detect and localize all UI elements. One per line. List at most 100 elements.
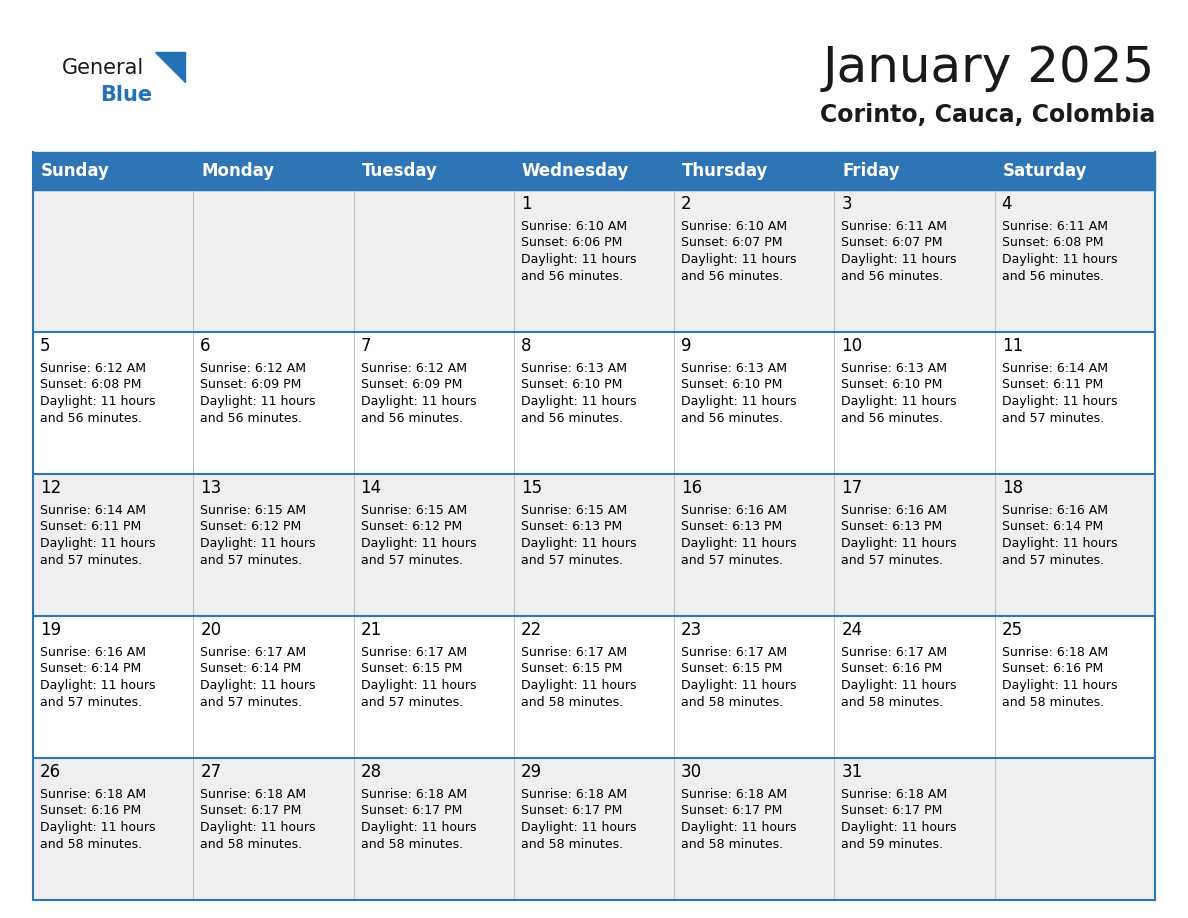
- Text: Daylight: 11 hours: Daylight: 11 hours: [361, 679, 476, 692]
- Text: 2: 2: [681, 195, 691, 213]
- Text: Sunrise: 6:17 AM: Sunrise: 6:17 AM: [841, 646, 948, 659]
- Text: and 57 minutes.: and 57 minutes.: [520, 554, 623, 566]
- Text: Sunset: 6:13 PM: Sunset: 6:13 PM: [681, 521, 783, 533]
- Text: Sunrise: 6:15 AM: Sunrise: 6:15 AM: [361, 504, 467, 517]
- Bar: [33, 616, 194, 758]
- Text: and 58 minutes.: and 58 minutes.: [361, 837, 462, 850]
- Text: Daylight: 11 hours: Daylight: 11 hours: [841, 679, 956, 692]
- Text: Sunset: 6:08 PM: Sunset: 6:08 PM: [40, 378, 141, 391]
- Text: 25: 25: [1001, 621, 1023, 639]
- Text: 4: 4: [1001, 195, 1012, 213]
- Text: Sunset: 6:06 PM: Sunset: 6:06 PM: [520, 237, 623, 250]
- Text: Sunset: 6:09 PM: Sunset: 6:09 PM: [201, 378, 302, 391]
- Text: and 57 minutes.: and 57 minutes.: [361, 554, 462, 566]
- Text: Sunset: 6:09 PM: Sunset: 6:09 PM: [361, 378, 462, 391]
- Text: Thursday: Thursday: [682, 162, 769, 180]
- Text: 11: 11: [1001, 337, 1023, 355]
- Text: Daylight: 11 hours: Daylight: 11 hours: [681, 253, 797, 266]
- Text: Sunset: 6:17 PM: Sunset: 6:17 PM: [361, 804, 462, 818]
- Text: Daylight: 11 hours: Daylight: 11 hours: [520, 679, 637, 692]
- Text: Sunrise: 6:18 AM: Sunrise: 6:18 AM: [201, 788, 307, 801]
- Text: Sunrise: 6:16 AM: Sunrise: 6:16 AM: [681, 504, 788, 517]
- Text: Sunrise: 6:15 AM: Sunrise: 6:15 AM: [520, 504, 627, 517]
- Text: Sunrise: 6:14 AM: Sunrise: 6:14 AM: [1001, 362, 1107, 375]
- Text: Daylight: 11 hours: Daylight: 11 hours: [40, 821, 156, 834]
- Text: Wednesday: Wednesday: [522, 162, 630, 180]
- Bar: [834, 190, 994, 332]
- Text: Daylight: 11 hours: Daylight: 11 hours: [681, 537, 797, 550]
- Text: Daylight: 11 hours: Daylight: 11 hours: [681, 821, 797, 834]
- Text: Sunrise: 6:14 AM: Sunrise: 6:14 AM: [40, 504, 146, 517]
- Text: and 56 minutes.: and 56 minutes.: [681, 411, 783, 424]
- Bar: [354, 152, 514, 190]
- Text: and 57 minutes.: and 57 minutes.: [1001, 554, 1104, 566]
- Text: Sunrise: 6:18 AM: Sunrise: 6:18 AM: [520, 788, 627, 801]
- Text: and 56 minutes.: and 56 minutes.: [520, 270, 623, 283]
- Text: Sunrise: 6:10 AM: Sunrise: 6:10 AM: [520, 220, 627, 233]
- Text: Daylight: 11 hours: Daylight: 11 hours: [361, 395, 476, 408]
- Text: Sunset: 6:13 PM: Sunset: 6:13 PM: [841, 521, 943, 533]
- Text: Sunset: 6:08 PM: Sunset: 6:08 PM: [1001, 237, 1104, 250]
- Text: 20: 20: [201, 621, 221, 639]
- Text: January 2025: January 2025: [823, 44, 1155, 92]
- Text: Sunset: 6:16 PM: Sunset: 6:16 PM: [40, 804, 141, 818]
- Text: Saturday: Saturday: [1003, 162, 1087, 180]
- Text: Sunrise: 6:18 AM: Sunrise: 6:18 AM: [841, 788, 948, 801]
- Text: Sunset: 6:15 PM: Sunset: 6:15 PM: [681, 663, 783, 676]
- Text: Sunset: 6:15 PM: Sunset: 6:15 PM: [520, 663, 623, 676]
- Bar: [674, 332, 834, 474]
- Bar: [354, 332, 514, 474]
- Text: Sunset: 6:17 PM: Sunset: 6:17 PM: [201, 804, 302, 818]
- Text: Sunrise: 6:17 AM: Sunrise: 6:17 AM: [361, 646, 467, 659]
- Text: 19: 19: [40, 621, 61, 639]
- Text: Sunrise: 6:18 AM: Sunrise: 6:18 AM: [1001, 646, 1108, 659]
- Bar: [194, 758, 354, 900]
- Text: Daylight: 11 hours: Daylight: 11 hours: [1001, 395, 1117, 408]
- Text: Monday: Monday: [201, 162, 274, 180]
- Text: Sunrise: 6:16 AM: Sunrise: 6:16 AM: [1001, 504, 1107, 517]
- Text: and 56 minutes.: and 56 minutes.: [1001, 270, 1104, 283]
- Text: and 57 minutes.: and 57 minutes.: [201, 554, 303, 566]
- Text: Daylight: 11 hours: Daylight: 11 hours: [361, 537, 476, 550]
- Bar: [354, 474, 514, 616]
- Text: and 57 minutes.: and 57 minutes.: [361, 696, 462, 709]
- Text: Daylight: 11 hours: Daylight: 11 hours: [841, 821, 956, 834]
- Bar: [194, 152, 354, 190]
- Text: and 58 minutes.: and 58 minutes.: [520, 837, 623, 850]
- Text: Daylight: 11 hours: Daylight: 11 hours: [40, 537, 156, 550]
- Text: Daylight: 11 hours: Daylight: 11 hours: [201, 679, 316, 692]
- Text: and 57 minutes.: and 57 minutes.: [40, 554, 143, 566]
- Text: and 57 minutes.: and 57 minutes.: [841, 554, 943, 566]
- Text: and 56 minutes.: and 56 minutes.: [40, 411, 143, 424]
- Text: Daylight: 11 hours: Daylight: 11 hours: [1001, 253, 1117, 266]
- Text: Sunset: 6:16 PM: Sunset: 6:16 PM: [1001, 663, 1102, 676]
- Text: and 56 minutes.: and 56 minutes.: [681, 270, 783, 283]
- Text: 30: 30: [681, 763, 702, 781]
- Text: Sunrise: 6:18 AM: Sunrise: 6:18 AM: [681, 788, 788, 801]
- Text: Daylight: 11 hours: Daylight: 11 hours: [681, 395, 797, 408]
- Text: 26: 26: [40, 763, 61, 781]
- Bar: [514, 332, 674, 474]
- Text: Daylight: 11 hours: Daylight: 11 hours: [201, 395, 316, 408]
- Bar: [354, 758, 514, 900]
- Text: Daylight: 11 hours: Daylight: 11 hours: [40, 395, 156, 408]
- Text: 24: 24: [841, 621, 862, 639]
- Text: Sunset: 6:12 PM: Sunset: 6:12 PM: [361, 521, 462, 533]
- Text: 6: 6: [201, 337, 210, 355]
- Text: Daylight: 11 hours: Daylight: 11 hours: [681, 679, 797, 692]
- Bar: [834, 758, 994, 900]
- Text: and 57 minutes.: and 57 minutes.: [201, 696, 303, 709]
- Text: 9: 9: [681, 337, 691, 355]
- Text: 12: 12: [40, 479, 62, 497]
- Text: Sunset: 6:17 PM: Sunset: 6:17 PM: [681, 804, 783, 818]
- Text: Sunrise: 6:12 AM: Sunrise: 6:12 AM: [201, 362, 307, 375]
- Bar: [514, 190, 674, 332]
- Bar: [834, 332, 994, 474]
- Text: Daylight: 11 hours: Daylight: 11 hours: [1001, 537, 1117, 550]
- Bar: [514, 152, 674, 190]
- Text: Sunset: 6:10 PM: Sunset: 6:10 PM: [841, 378, 943, 391]
- Text: Sunset: 6:11 PM: Sunset: 6:11 PM: [40, 521, 141, 533]
- Text: and 56 minutes.: and 56 minutes.: [520, 411, 623, 424]
- Text: Sunrise: 6:18 AM: Sunrise: 6:18 AM: [40, 788, 146, 801]
- Bar: [674, 758, 834, 900]
